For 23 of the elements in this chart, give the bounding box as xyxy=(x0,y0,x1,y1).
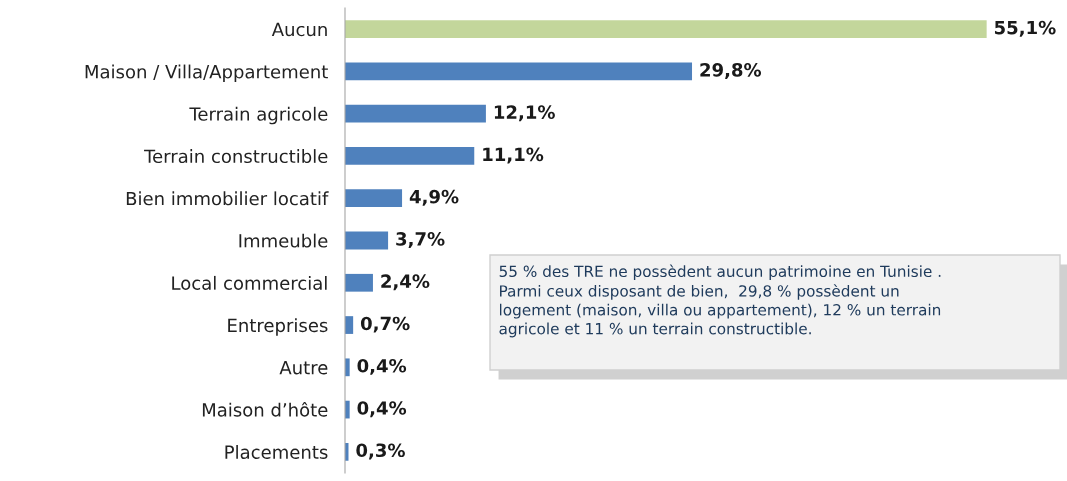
y-tick-label: Terrain agricole xyxy=(189,106,328,125)
y-tick-label: Placements xyxy=(225,445,328,459)
data-label: 29,8% xyxy=(700,62,762,79)
data-label: 3,7% xyxy=(396,232,445,249)
y-tick-label: Local commercial xyxy=(172,275,327,290)
data-label: 55,1% xyxy=(994,20,1056,37)
y-tick-label: Immeuble xyxy=(239,233,328,248)
y-tick-label: Entreprises xyxy=(228,318,328,336)
data-label: 0,4% xyxy=(357,358,407,375)
annotation: 55 % des TRE ne possèdent aucun patrimoine en Tunisie . Parmi ceux disposant de bien, 29,8 % possèdent un logement (maison, villa ou appartement), 12 % un terrain agricole et 11 % un terrain constructible. xyxy=(499,264,941,338)
data-label: 2,4% xyxy=(381,274,430,291)
data-label: 12,1% xyxy=(494,105,555,122)
y-tick-label: Maison d’hôte xyxy=(202,402,328,417)
data-label: 0,3% xyxy=(356,443,405,460)
data-label: 0,4% xyxy=(357,401,407,418)
y-tick-label: Terrain constructible xyxy=(144,149,328,164)
data-label: 11,1% xyxy=(483,147,544,164)
data-label: 0,7% xyxy=(360,316,410,333)
y-tick-label: Maison / Villa/Appartement xyxy=(85,64,328,83)
y-tick-label: Aucun xyxy=(271,22,327,37)
y-tick-label: Autre xyxy=(279,361,328,375)
y-tick-label: Bien immobilier locatif xyxy=(126,191,329,206)
data-label: 4,9% xyxy=(409,189,459,206)
